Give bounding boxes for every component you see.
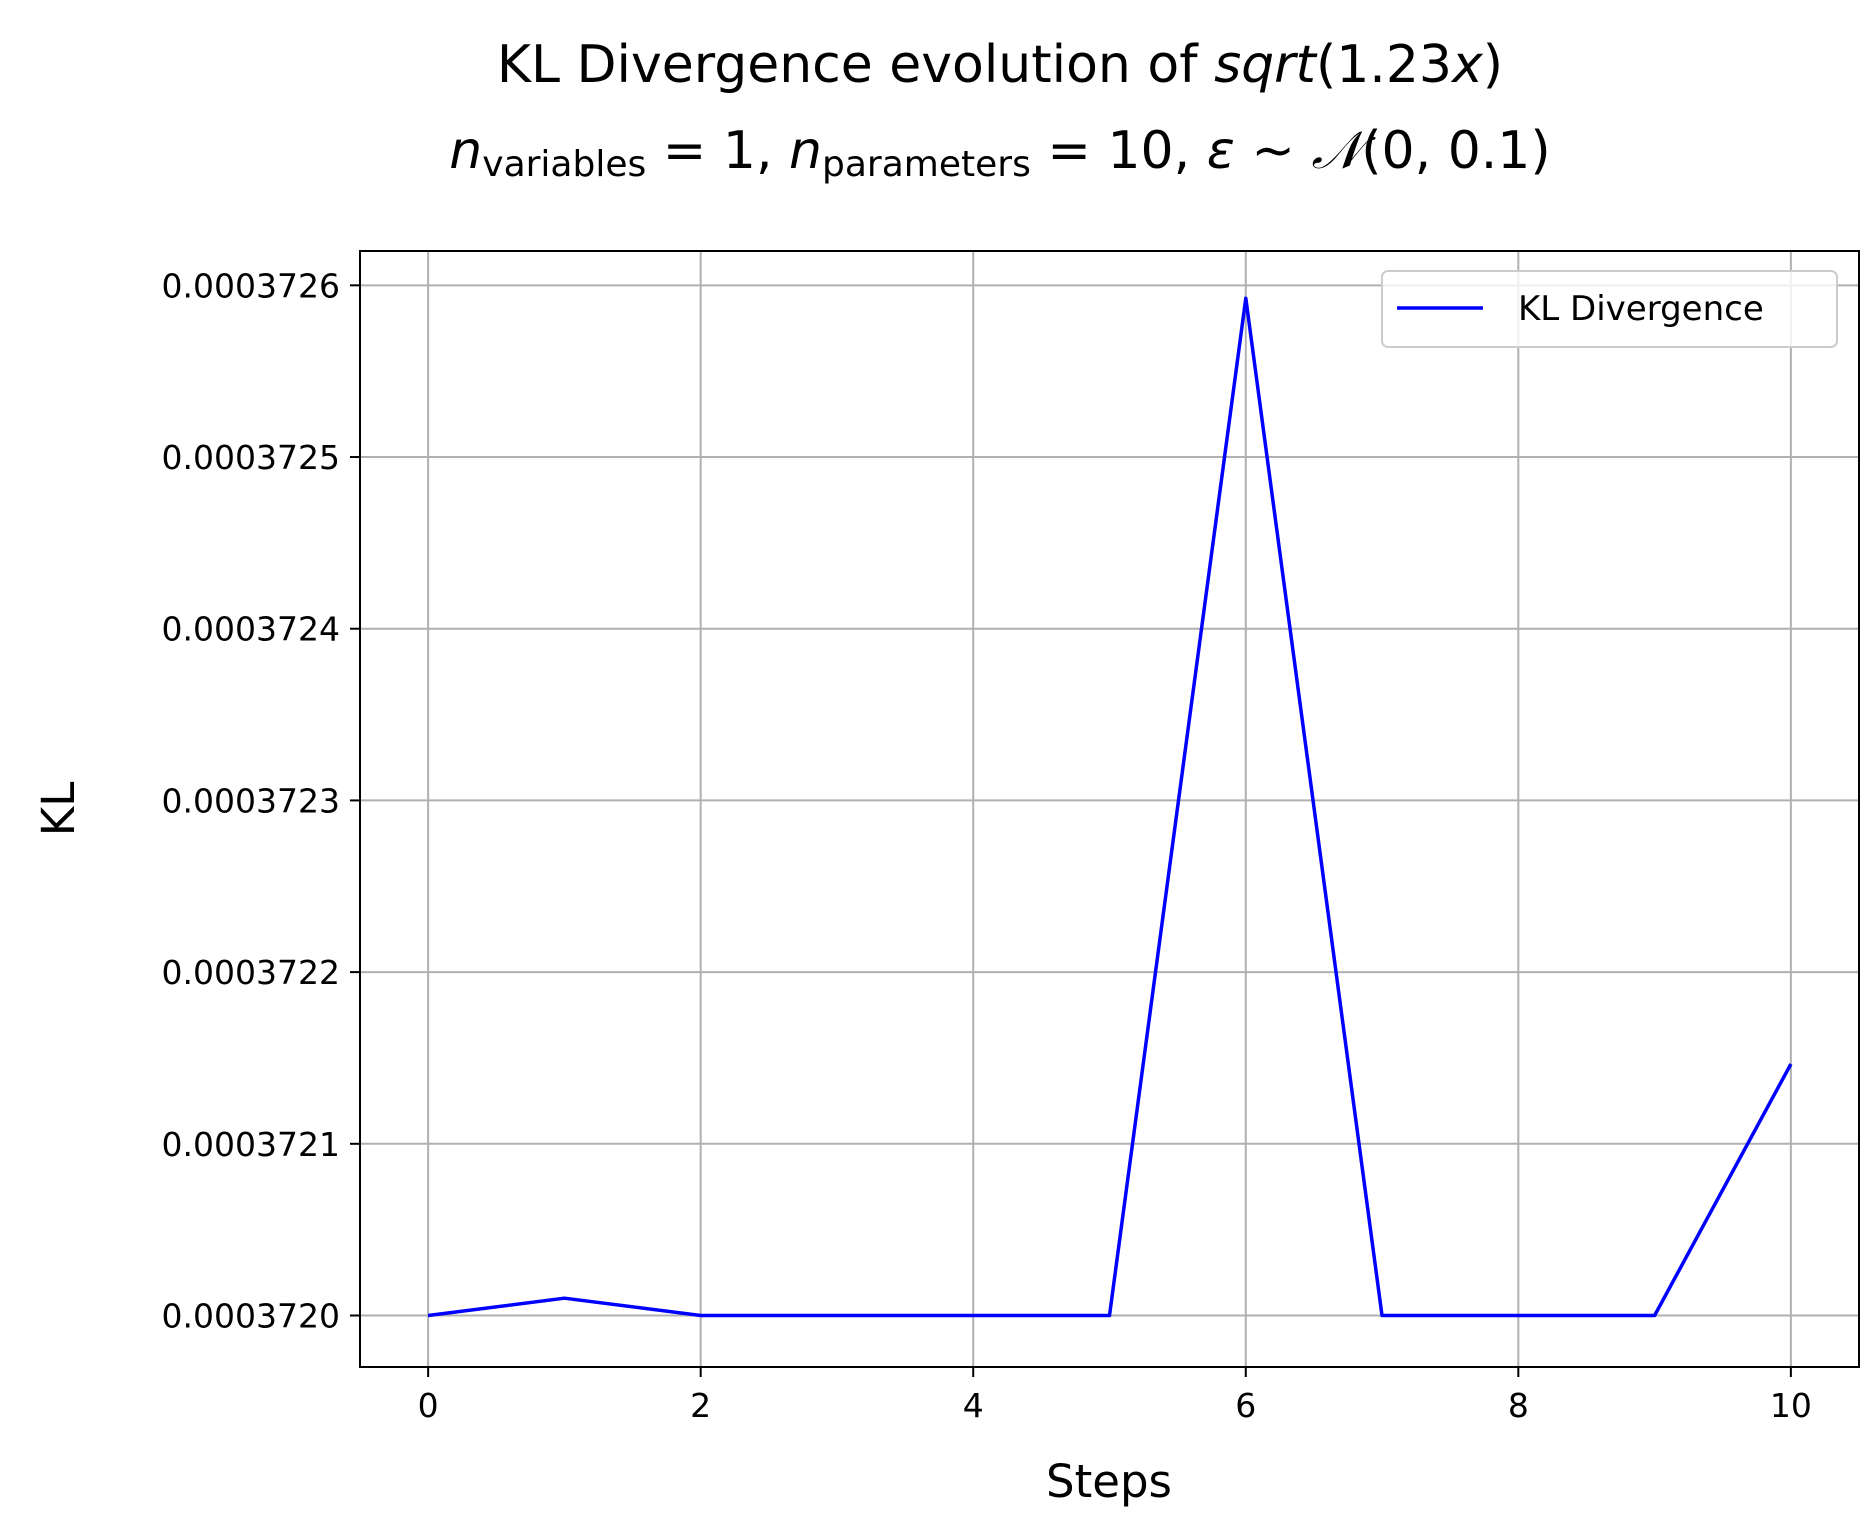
chart-title-line-2: nvariables = 1, nparameters = 10, ε ~ 𝒩(… (449, 121, 1550, 185)
legend-box (1381, 270, 1838, 348)
chart-title-line-1: KL Divergence evolution of sqrt(1.23x) (497, 35, 1503, 95)
x-tick-label: 8 (1508, 1386, 1529, 1425)
legend: KL Divergence (1381, 270, 1838, 348)
series-line-0 (427, 296, 1793, 1318)
title-n-parameters: n (789, 121, 822, 181)
x-tick-label: 10 (1770, 1386, 1812, 1425)
title-prefix: KL Divergence evolution of (497, 35, 1214, 95)
grid (360, 251, 1859, 1367)
title-arg-open: (1.23 (1316, 35, 1452, 95)
title-normal-params: (0, 0.1) (1361, 121, 1550, 181)
x-axis-label: Steps (1046, 1455, 1172, 1508)
title-tilde: ~ (1235, 121, 1312, 181)
plot-area-frame (359, 250, 1860, 1368)
title-sub-parameters: parameters (822, 144, 1031, 185)
x-tick-label: 2 (690, 1386, 711, 1425)
x-tick-label: 6 (1235, 1386, 1256, 1425)
title-function: sqrt (1214, 35, 1317, 95)
title-n-variables: n (449, 121, 482, 181)
title-sub-variables: variables (482, 144, 646, 185)
legend-label-kl-divergence: KL Divergence (1518, 289, 1764, 329)
y-tick-label: 0.0003722 (162, 953, 340, 992)
y-tick-label: 0.0003724 (162, 610, 340, 649)
series-layer (427, 296, 1793, 1318)
y-tick-label: 0.0003725 (162, 438, 340, 477)
title-variable: x (1450, 35, 1484, 95)
y-axis-label: KL (32, 782, 85, 837)
title-epsilon: ε (1207, 121, 1235, 181)
title-arg-close: ) (1483, 35, 1503, 95)
y-tick-label: 0.0003720 (162, 1296, 340, 1335)
y-tick-label: 0.0003723 (162, 781, 340, 820)
axis-ticks: 0 2 4 6 8 10 0.0003720 0.0003721 0.0003722 0.0003… (162, 266, 1812, 1425)
title-eq-2: = 10, (1031, 121, 1207, 181)
y-tick-label: 0.0003721 (162, 1125, 340, 1164)
x-tick-label: 4 (963, 1386, 984, 1425)
y-tick-label: 0.0003726 (162, 266, 340, 305)
x-tick-label: 0 (418, 1386, 439, 1425)
title-eq-1: = 1, (646, 121, 789, 181)
